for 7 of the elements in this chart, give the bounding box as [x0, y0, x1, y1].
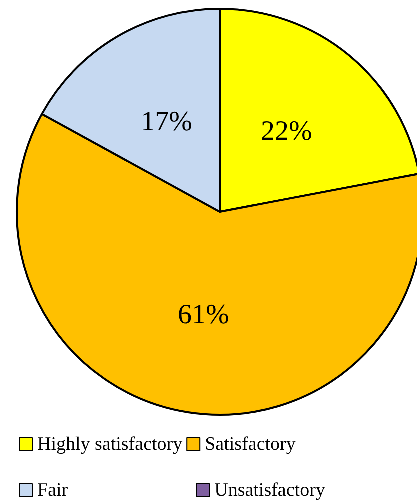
- data-label: 22%: [260, 116, 312, 147]
- legend-label: Highly satisfactory: [38, 434, 184, 455]
- legend-label: Unsatisfactory: [214, 480, 326, 501]
- legend-label: Satisfactory: [205, 434, 296, 455]
- data-label: 61%: [178, 300, 230, 331]
- data-label: 17%: [141, 106, 192, 138]
- legend-label: Fair: [38, 480, 69, 501]
